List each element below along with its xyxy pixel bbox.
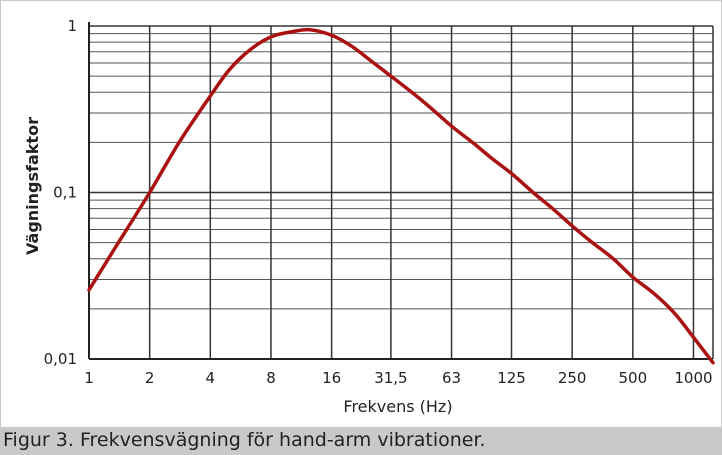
x-tick-label: 16 [322,369,341,387]
x-tick-label: 4 [206,369,216,387]
x-tick-label: 2 [145,369,155,387]
x-tick-label: 31,5 [374,369,407,387]
x-axis-title: Frekvens (Hz) [343,397,452,416]
frequency-weighting-chart: 1 2 4 8 16 31,5 63 125 250 500 1000 0,01 0,1 1 Frekv… [23,17,715,416]
x-tick-label: 63 [442,369,461,387]
plot-border [88,22,714,360]
y-tick-label: 0,01 [44,350,77,368]
x-tick-label: 8 [266,369,276,387]
minor-grid [89,33,713,310]
y-tick-label: 1 [67,17,77,35]
x-tick-label: 1 [84,369,94,387]
y-tick-labels: 0,01 0,1 1 [44,17,77,368]
y-axis-title: Vägningsfaktor [23,117,42,255]
figure-caption: Figur 3. Frekvensvägning för hand-arm vi… [1,427,721,454]
x-tick-labels: 1 2 4 8 16 31,5 63 125 250 500 1000 [84,369,712,387]
series-layer [87,27,715,365]
y-tick-label: 0,1 [53,184,77,202]
weighting-curve-line [87,27,715,365]
x-tick-label: 125 [497,369,526,387]
x-tick-label: 500 [618,369,647,387]
x-tick-label: 1000 [674,369,712,387]
x-tick-label: 250 [558,369,587,387]
